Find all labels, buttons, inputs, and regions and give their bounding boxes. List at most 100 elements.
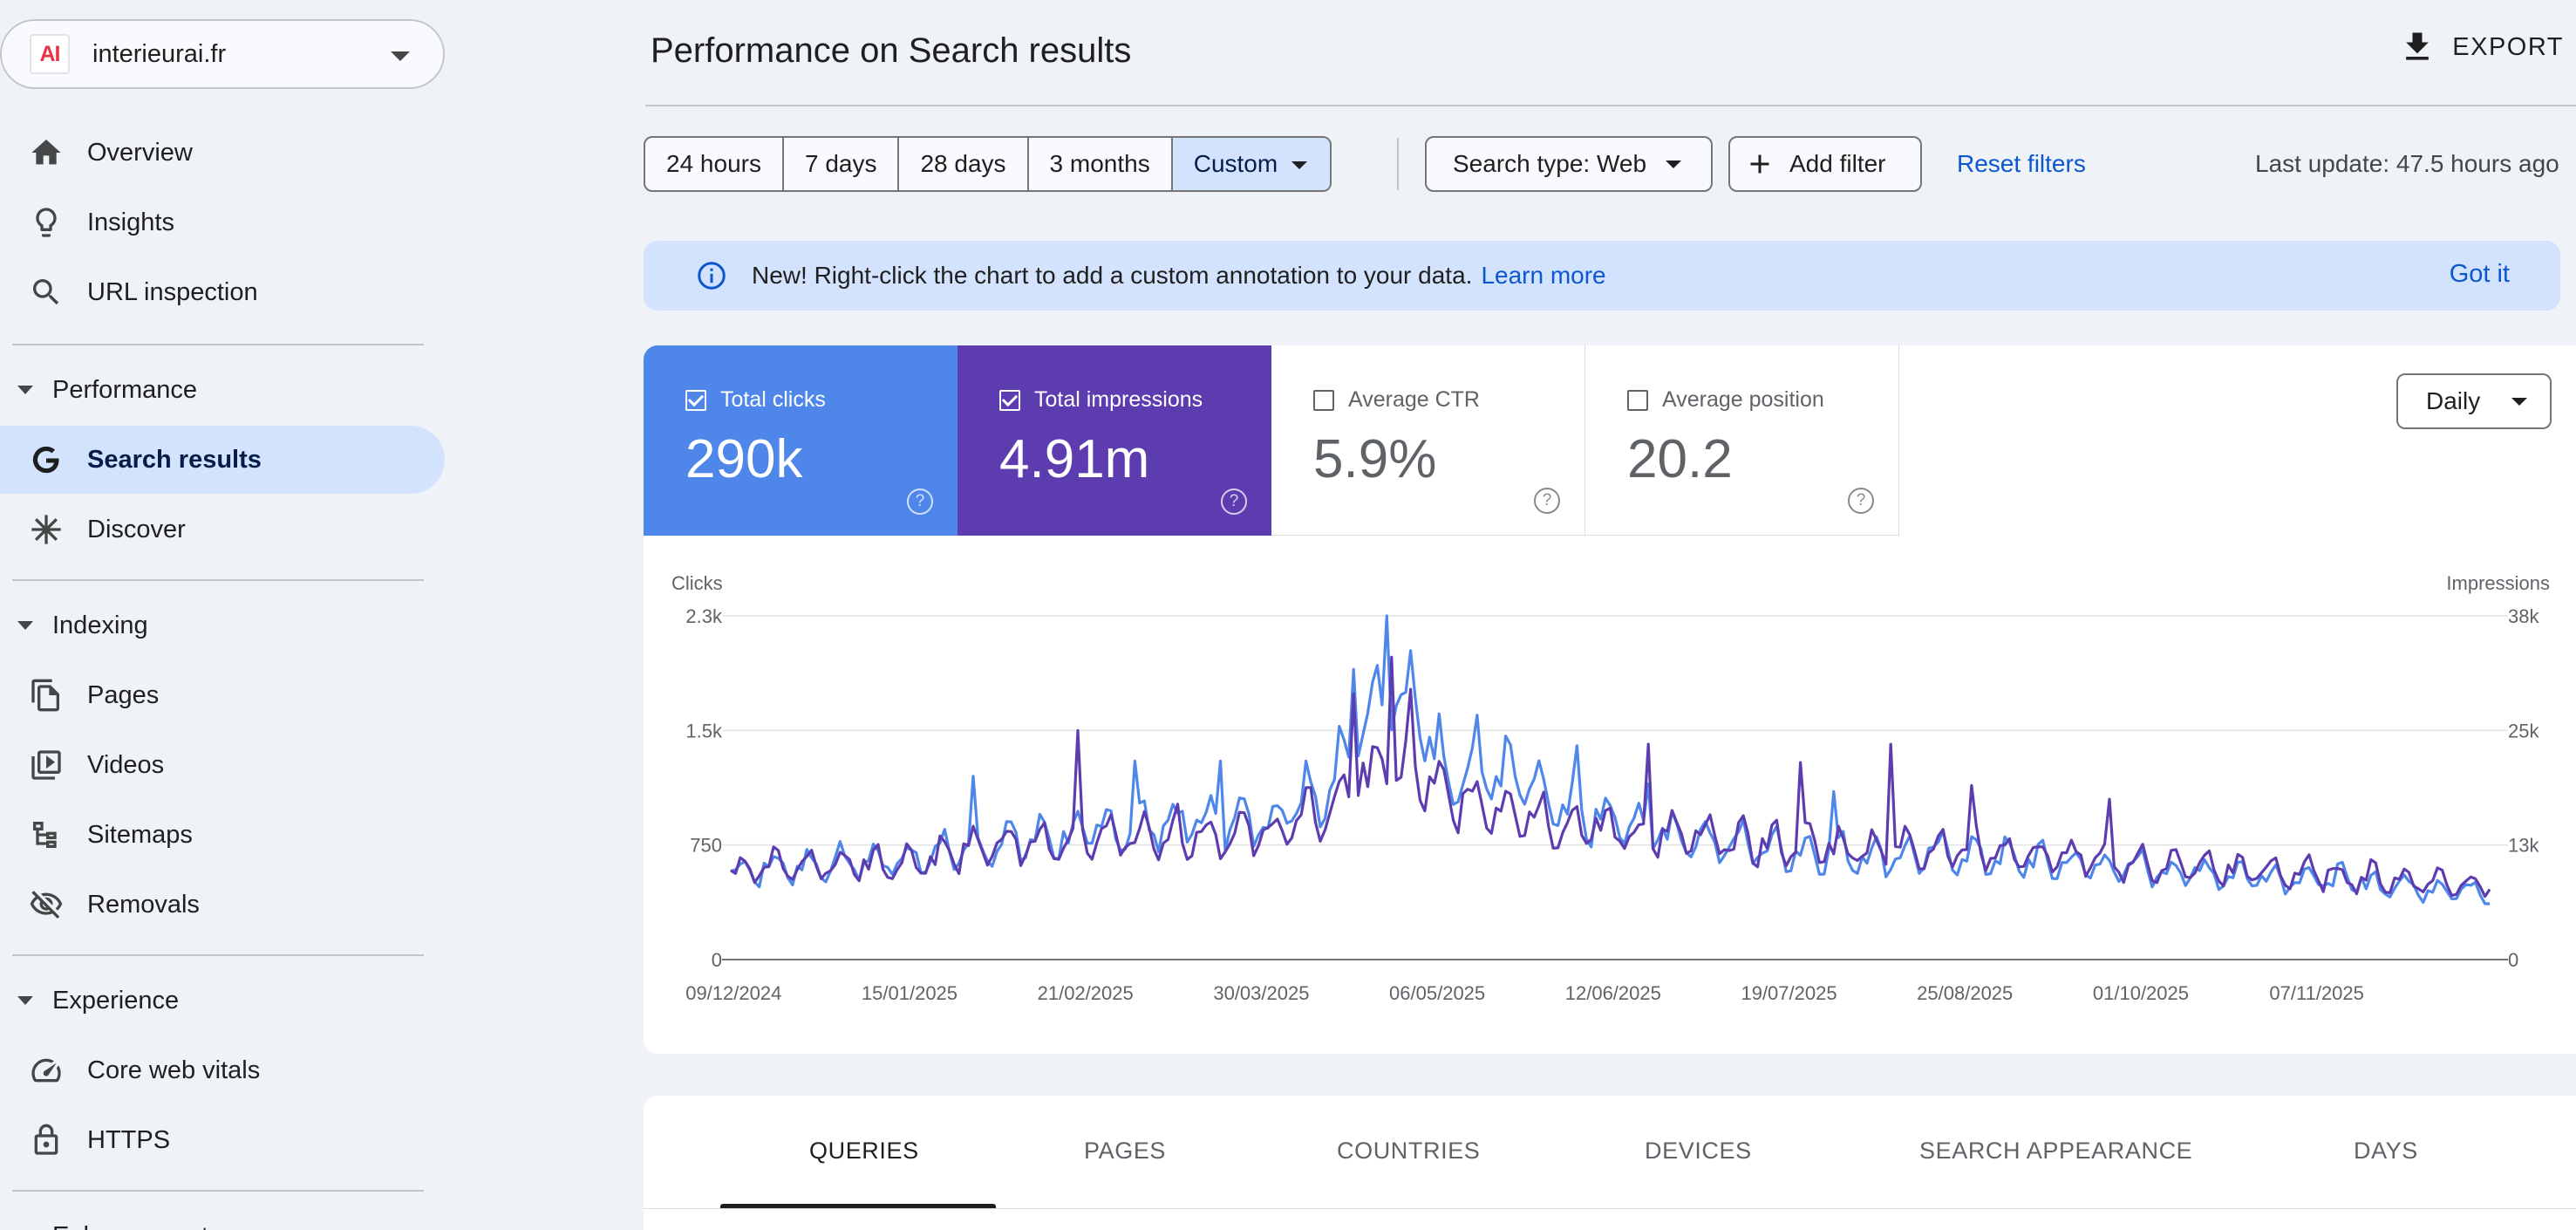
tabs-divider [644, 1208, 2576, 1209]
export-label: EXPORT [2452, 32, 2564, 61]
metric-total-impressions[interactable]: Total impressions 4.91m ? [957, 345, 1271, 536]
metric-total-clicks[interactable]: Total clicks 290k ? [644, 345, 957, 536]
sitemap-icon [28, 817, 65, 853]
section-label: Performance [52, 375, 198, 404]
x-tick-label: 25/08/2025 [1917, 982, 2013, 1004]
left-tick-label: 0 [712, 949, 722, 971]
metric-value: 290k [685, 429, 803, 489]
sidebar-item-label: Insights [87, 208, 174, 236]
checkbox-unchecked[interactable] [1627, 389, 1648, 411]
range-custom-label: Custom [1193, 150, 1278, 177]
help-icon[interactable]: ? [1221, 489, 1247, 515]
range-7-days[interactable]: 7 days [784, 138, 900, 190]
left-tick-label: 750 [690, 835, 722, 857]
performance-chart-card: Total clicks 290k ? Total impressions 4.… [644, 345, 2576, 1054]
got-it-button[interactable]: Got it [2449, 260, 2510, 288]
property-logo: AI [30, 34, 70, 74]
sidebar-item-pages[interactable]: Pages [0, 661, 445, 729]
download-icon [2406, 32, 2429, 60]
section-experience[interactable]: Experience [0, 972, 445, 1029]
range-24-hours[interactable]: 24 hours [645, 138, 784, 190]
section-indexing[interactable]: Indexing [0, 597, 445, 654]
lightbulb-icon [28, 204, 65, 241]
left-tick-label: 2.3k [685, 605, 723, 627]
banner-message: New! Right-click the chart to add a cust… [752, 262, 1473, 289]
section-label: Experience [52, 986, 180, 1015]
sidebar-divider [12, 1190, 424, 1192]
checkbox-unchecked[interactable] [1313, 389, 1334, 411]
sidebar-item-sitemaps[interactable]: Sitemaps [0, 801, 445, 869]
help-icon[interactable]: ? [1848, 488, 1874, 514]
x-tick-label: 07/11/2025 [2269, 982, 2363, 1004]
right-tick-label: 0 [2508, 949, 2518, 971]
tab-pages[interactable]: PAGES [1084, 1138, 1167, 1164]
section-performance[interactable]: Performance [0, 361, 445, 419]
sidebar-item-label: Pages [87, 680, 160, 709]
tab-days[interactable]: DAYS [2354, 1138, 2418, 1164]
google-g-icon [28, 441, 65, 478]
annotation-banner: New! Right-click the chart to add a cust… [644, 241, 2560, 311]
tab-search-appearance[interactable]: SEARCH APPEARANCE [1919, 1138, 2193, 1164]
right-axis-title: Impressions [2446, 572, 2550, 594]
sidebar-item-videos[interactable]: Videos [0, 731, 445, 799]
section-enhancements[interactable]: Enhancements [0, 1207, 445, 1230]
section-label: Enhancements [52, 1222, 221, 1230]
export-button[interactable]: EXPORT [2398, 28, 2564, 66]
sidebar-item-label: Sitemaps [87, 820, 193, 849]
metric-label: Average CTR [1348, 387, 1480, 412]
sidebar-item-discover[interactable]: Discover [0, 495, 445, 564]
x-tick-label: 19/07/2025 [1741, 982, 1837, 1004]
range-3-months[interactable]: 3 months [1029, 138, 1173, 190]
checkbox-checked[interactable] [999, 389, 1020, 411]
clicks-series-line [730, 614, 2491, 905]
x-tick-label: 15/01/2025 [862, 982, 957, 1004]
chevron-down-icon [2511, 398, 2527, 406]
sidebar-divider [12, 954, 424, 956]
collapse-icon [17, 386, 33, 394]
granularity-dropdown[interactable]: Daily [2396, 373, 2552, 429]
page-title: Performance on Search results [651, 31, 1132, 70]
granularity-label: Daily [2426, 387, 2481, 414]
sidebar-item-label: Videos [87, 750, 165, 779]
tab-queries[interactable]: QUERIES [809, 1138, 919, 1164]
metric-average-position[interactable]: Average position 20.2 ? [1585, 345, 1899, 536]
sidebar-divider [12, 344, 424, 345]
tab-devices[interactable]: DEVICES [1645, 1138, 1752, 1164]
sidebar-item-removals[interactable]: Removals [0, 871, 445, 939]
video-library-icon [28, 747, 65, 783]
search-type-dropdown[interactable]: Search type: Web [1425, 136, 1713, 192]
sidebar: AI interieurai.fr Overview Insights URL … [0, 0, 453, 1230]
speed-icon [28, 1052, 65, 1089]
performance-line-chart[interactable]: Clicks Impressions 0 750 1.5k 2.3k 0 13k 25k 38k 0… [644, 555, 2576, 1043]
sidebar-item-core-web-vitals[interactable]: Core web vitals [0, 1036, 445, 1104]
add-filter-button[interactable]: Add filter [1728, 136, 1922, 192]
sidebar-item-overview[interactable]: Overview [0, 119, 445, 187]
property-selector[interactable]: AI interieurai.fr [0, 19, 445, 89]
help-icon[interactable]: ? [907, 489, 933, 515]
learn-more-link[interactable]: Learn more [1481, 262, 1606, 289]
sidebar-item-url-inspection[interactable]: URL inspection [0, 258, 445, 326]
metric-value: 4.91m [999, 429, 1150, 489]
right-tick-label: 13k [2508, 835, 2539, 857]
sidebar-item-insights[interactable]: Insights [0, 188, 445, 256]
x-tick-label: 30/03/2025 [1213, 982, 1309, 1004]
tab-countries[interactable]: COUNTRIES [1337, 1138, 1481, 1164]
sidebar-item-search-results[interactable]: Search results [0, 426, 445, 494]
range-28-days[interactable]: 28 days [899, 138, 1029, 190]
metric-average-ctr[interactable]: Average CTR 5.9% ? [1271, 345, 1585, 536]
sidebar-item-https[interactable]: HTTPS [0, 1106, 445, 1174]
x-tick-label: 01/10/2025 [2093, 982, 2189, 1004]
sidebar-item-label: Search results [87, 445, 262, 474]
add-filter-label: Add filter [1789, 150, 1886, 177]
reset-filters-link[interactable]: Reset filters [1957, 150, 2086, 177]
property-name: interieurai.fr [92, 39, 227, 68]
help-icon[interactable]: ? [1534, 488, 1560, 514]
sidebar-divider [12, 579, 424, 581]
visibility-off-icon [28, 886, 65, 923]
checkbox-checked[interactable] [685, 389, 706, 411]
collapse-icon [17, 996, 33, 1005]
right-tick-label: 25k [2508, 720, 2539, 741]
left-tick-label: 1.5k [685, 720, 723, 741]
range-custom[interactable]: Custom [1172, 138, 1331, 190]
home-icon [28, 134, 65, 171]
